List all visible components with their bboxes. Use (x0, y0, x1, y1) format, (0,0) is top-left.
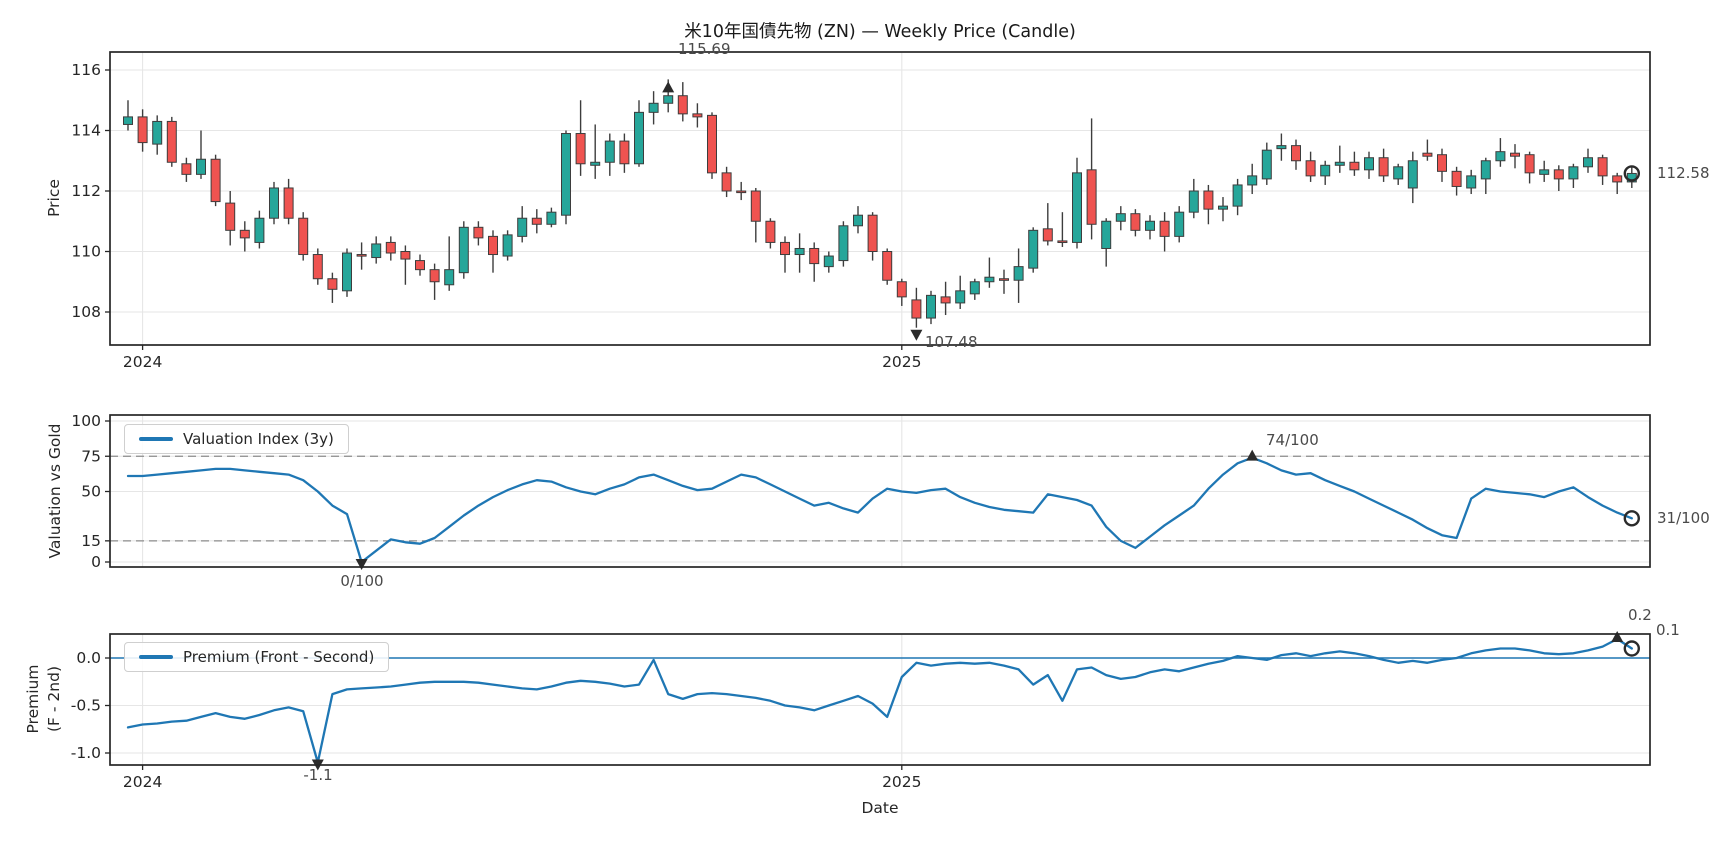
legend-valuation: Valuation Index (3y) (124, 424, 349, 454)
low-marker-icon (355, 559, 368, 570)
extreme-markers (662, 81, 1641, 341)
panel-spines (109, 51, 1651, 346)
svg-text:50: 50 (81, 483, 101, 501)
svg-text:0.0: 0.0 (76, 649, 101, 667)
annotation-premium-max: 0.2 (1628, 606, 1652, 624)
svg-text:116: 116 (71, 61, 101, 79)
svg-text:114: 114 (71, 122, 101, 140)
annotation-valuation-min: 0/100 (340, 572, 384, 590)
annotation-price-last: 112.58 (1657, 164, 1710, 182)
y-axis-ticks: 0.0 -0.5 -1.0 (71, 649, 110, 762)
premium-line-series (126, 637, 1633, 764)
annotation-valuation-last: 31/100 (1657, 509, 1710, 527)
date-axis-label: Date (861, 799, 899, 817)
legend-valuation-label: Valuation Index (3y) (183, 430, 334, 448)
x-axis-ticks: 2024 2025 (123, 765, 922, 791)
high-marker-icon (662, 81, 675, 93)
low-marker-icon (910, 329, 923, 341)
svg-text:112: 112 (71, 182, 101, 200)
annotation-price-low: 107.48 (925, 333, 978, 351)
price-panel: 108 110 112 114 116 2024 2025 (71, 51, 1651, 371)
last-value-marker-icon (1623, 165, 1641, 182)
svg-text:2025: 2025 (882, 353, 921, 371)
valuation-panel: 0 15 50 75 100 (71, 412, 1651, 571)
extreme-markers (355, 449, 1641, 570)
chart-title: 米10年国債先物 (ZN) — Weekly Price (Candle) (684, 22, 1076, 42)
y-axis-ticks: 108 110 112 114 116 (71, 61, 110, 321)
svg-text:2024: 2024 (123, 773, 162, 791)
price-axis-label: Price (45, 179, 63, 217)
last-value-marker-icon (1623, 640, 1641, 657)
premium-panel: 0.0 -0.5 -1.0 2024 2025 (71, 631, 1651, 791)
svg-text:100: 100 (71, 412, 101, 430)
svg-text:-1.0: -1.0 (71, 744, 101, 762)
x-axis-ticks: 2024 2025 (123, 345, 922, 371)
legend-valuation-line-swatch (139, 437, 173, 441)
valuation-axis-label: Valuation vs Gold (46, 423, 64, 559)
svg-text:15: 15 (81, 532, 101, 550)
premium-axis-label-line1: Premium (24, 664, 42, 734)
valuation-line-series (126, 456, 1633, 564)
annotation-premium-last: 0.1 (1656, 621, 1680, 639)
high-marker-icon (1246, 449, 1259, 461)
svg-text:2024: 2024 (123, 353, 162, 371)
legend-premium: Premium (Front - Second) (124, 642, 390, 672)
gridlines (110, 52, 1650, 345)
annotation-valuation-max: 74/100 (1266, 431, 1319, 449)
svg-text:2025: 2025 (882, 773, 921, 791)
y-axis-ticks: 0 15 50 75 100 (71, 412, 110, 571)
panel-spines (109, 633, 1651, 766)
svg-text:108: 108 (71, 303, 101, 321)
extreme-markers (311, 631, 1641, 771)
svg-text:75: 75 (81, 447, 101, 465)
premium-axis-label-line2: (F - 2nd) (45, 666, 63, 732)
annotation-premium-min: -1.1 (303, 766, 333, 784)
last-value-marker-icon (1623, 510, 1641, 527)
legend-premium-line-swatch (139, 655, 173, 659)
svg-text:-0.5: -0.5 (71, 697, 101, 715)
candlestick-series (123, 79, 1637, 328)
svg-text:110: 110 (71, 243, 101, 261)
annotation-price-high: 115.69 (678, 40, 731, 58)
high-marker-icon (1611, 631, 1624, 642)
legend-premium-label: Premium (Front - Second) (183, 648, 375, 666)
svg-text:0: 0 (91, 553, 101, 571)
